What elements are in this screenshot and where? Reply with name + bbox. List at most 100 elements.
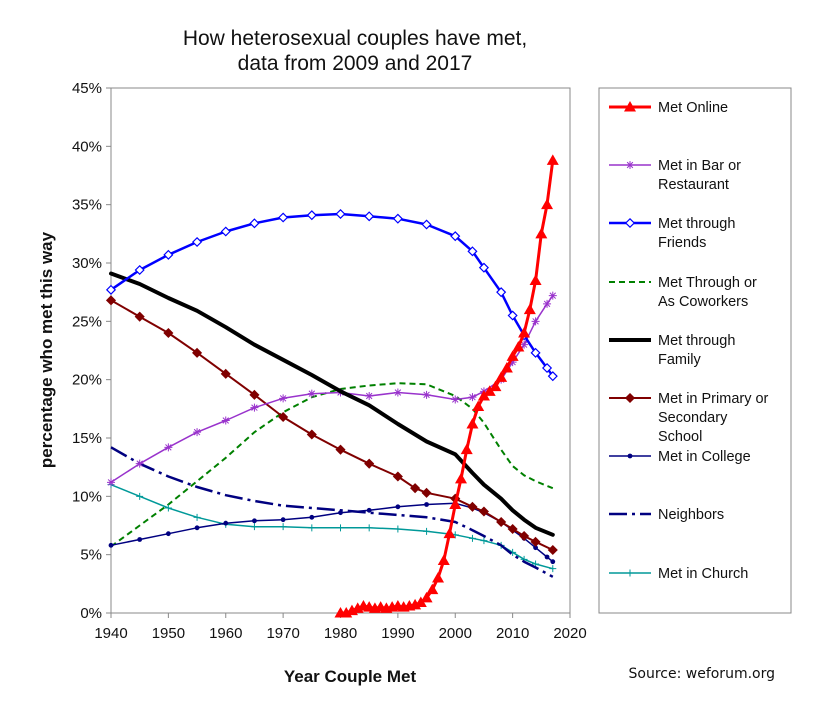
legend-item-online: Met Online — [609, 100, 728, 116]
data-point-college — [395, 504, 401, 510]
data-point-college — [165, 531, 171, 537]
data-point-online — [512, 341, 525, 352]
legend-label: Met in Primary or — [658, 391, 769, 407]
data-point-online — [541, 198, 554, 210]
legend-marker — [626, 161, 634, 169]
data-point-college — [544, 554, 550, 560]
data-point-online — [414, 596, 427, 607]
series-friends — [105, 208, 558, 382]
data-point-friends — [450, 231, 461, 242]
data-point-school — [306, 429, 317, 440]
legend-label: Met in Bar or — [658, 158, 741, 174]
data-point-college — [108, 542, 114, 548]
data-point-online — [460, 443, 473, 455]
data-point-bar — [107, 478, 115, 487]
data-point-church — [308, 524, 316, 532]
legend: Met Online Met in Bar or Restaurant Met thr… — [598, 87, 792, 614]
data-point-friends — [335, 208, 346, 220]
legend-items: Met Online Met in Bar or Restaurant Met thr… — [609, 100, 769, 582]
data-point-bar — [164, 443, 173, 452]
data-point-bar — [422, 390, 431, 399]
legend-item-college: Met in College — [609, 449, 751, 465]
data-point-friends — [249, 218, 260, 229]
data-point-school — [410, 483, 421, 494]
data-point-bar — [543, 299, 552, 308]
data-point-online — [454, 472, 467, 484]
data-point-college — [252, 518, 257, 524]
x-tick-label: 1980 — [324, 625, 357, 642]
data-point-bar — [468, 393, 477, 402]
data-point-friends — [105, 284, 117, 295]
legend-marker — [626, 569, 634, 577]
chart-title: How heterosexual couples have met, data … — [183, 27, 527, 75]
data-point-online — [489, 380, 502, 392]
x-tick-label: 1970 — [266, 625, 299, 642]
legend-label: Neighbors — [658, 507, 724, 523]
data-point-college — [223, 520, 229, 526]
data-point-online — [518, 327, 531, 338]
data-point-bar — [221, 416, 230, 425]
data-point-school — [478, 506, 489, 517]
series-coworkers — [110, 382, 554, 548]
y-tick-label: 40% — [72, 138, 102, 155]
data-point-college — [280, 517, 286, 523]
data-point-bar — [135, 459, 144, 468]
data-point-church — [136, 492, 144, 500]
data-point-church — [164, 504, 172, 512]
data-point-online — [483, 385, 496, 396]
legend-item-family: Met through Family — [609, 333, 735, 368]
data-point-bar — [365, 392, 374, 400]
data-point-college — [533, 545, 538, 551]
data-point-friends — [542, 362, 553, 374]
data-point-college — [309, 514, 315, 520]
legend-label: Restaurant — [658, 177, 729, 193]
data-point-online — [495, 371, 508, 382]
legend-label: Secondary — [658, 410, 728, 426]
legend-item-friends: Met through Friends — [609, 216, 735, 251]
data-point-church — [423, 527, 431, 535]
data-point-bar — [531, 317, 540, 326]
y-tick-label: 25% — [72, 313, 102, 330]
data-point-church — [394, 525, 402, 533]
data-point-bar — [279, 394, 288, 403]
legend-label: School — [658, 429, 702, 445]
data-point-friends — [421, 219, 432, 230]
data-point-friends — [507, 310, 518, 321]
y-tick-label: 30% — [72, 255, 102, 272]
data-point-college — [366, 507, 372, 513]
legend-label: Met Through or — [658, 275, 757, 291]
y-axis-ticks: 0% 5% 10% 15% 20% 25% 30% 35% 40% 45% — [72, 80, 111, 622]
x-tick-label: 1960 — [209, 625, 242, 642]
data-point-online — [523, 303, 536, 315]
data-point-online — [546, 154, 559, 165]
data-point-school — [249, 389, 260, 400]
data-point-friends — [496, 287, 507, 298]
data-point-bar — [508, 358, 517, 367]
data-point-online — [437, 554, 450, 565]
data-point-school — [519, 530, 530, 542]
data-point-online — [529, 274, 542, 285]
plot-area — [110, 87, 571, 614]
data-point-school — [530, 536, 541, 547]
data-point-church — [549, 565, 557, 573]
data-point-bar — [548, 291, 557, 300]
data-point-online — [420, 591, 433, 603]
data-point-bar — [451, 395, 460, 404]
y-tick-label: 35% — [72, 197, 102, 214]
x-axis-title: Year Couple Met — [284, 667, 417, 686]
data-point-church — [279, 523, 287, 531]
data-point-friends — [392, 213, 403, 224]
y-tick-label: 20% — [72, 372, 102, 389]
data-point-friends — [163, 249, 174, 260]
series-school — [105, 295, 558, 556]
legend-marker — [624, 101, 636, 112]
data-point-church — [365, 524, 373, 532]
data-point-college — [338, 510, 343, 516]
data-point-school — [496, 516, 507, 528]
x-tick-label: 1950 — [152, 625, 185, 642]
data-point-friends — [192, 236, 203, 248]
data-point-church — [193, 513, 201, 521]
legend-label: As Coworkers — [658, 294, 748, 310]
legend-label: Family — [658, 352, 701, 368]
data-point-school — [220, 368, 231, 379]
